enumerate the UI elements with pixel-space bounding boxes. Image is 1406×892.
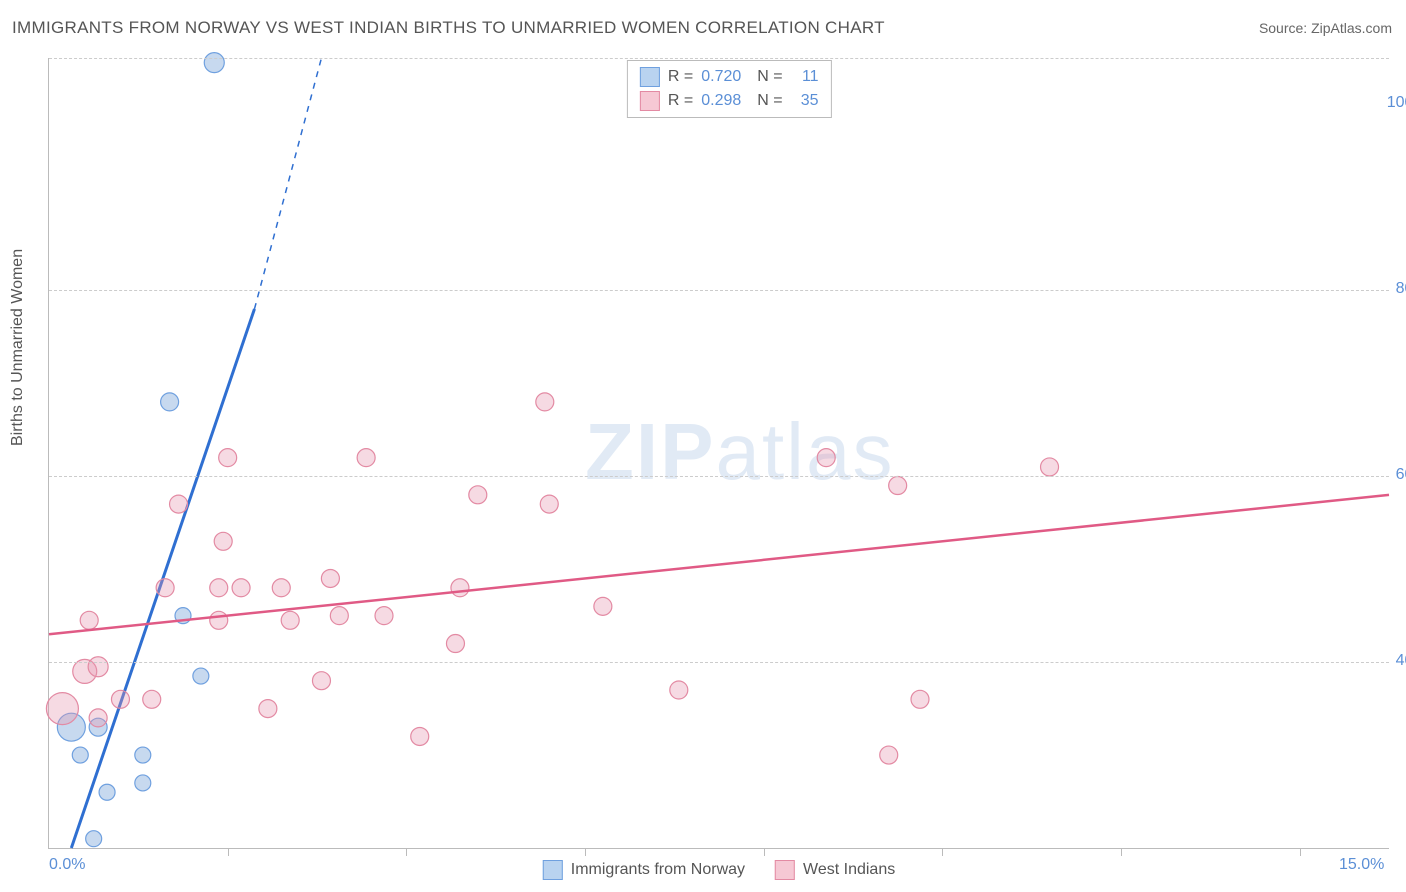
x-tick [1121,848,1122,856]
data-point-west_indians [357,449,375,467]
data-point-norway [204,53,224,73]
legend-item: West Indians [775,860,895,880]
legend-swatch [640,91,660,111]
gridline [49,58,1389,59]
data-point-norway [135,775,151,791]
data-point-west_indians [89,709,107,727]
y-axis-value: 100.0% [1387,94,1406,112]
data-point-west_indians [375,607,393,625]
x-tick [406,848,407,856]
data-point-norway [135,747,151,763]
legend-swatch [543,860,563,880]
data-point-west_indians [330,607,348,625]
legend-r-value: 0.720 [701,68,749,86]
trendline-norway-dashed [254,58,321,309]
data-point-west_indians [1041,458,1059,476]
legend-n-value: 35 [791,92,819,110]
trendline-west_indians [49,495,1389,634]
data-point-west_indians [80,611,98,629]
data-point-norway [193,668,209,684]
data-point-west_indians [540,495,558,513]
data-point-west_indians [281,611,299,629]
data-point-west_indians [451,579,469,597]
legend-r-label: R = [668,68,693,86]
legend-n-label: N = [757,92,782,110]
data-point-norway [161,393,179,411]
legend-label: Immigrants from Norway [571,861,745,879]
data-point-norway [72,747,88,763]
y-axis-label: Births to Unmarried Women [9,249,27,446]
legend-row: R = 0.298 N = 35 [640,89,819,113]
data-point-norway [86,831,102,847]
data-point-west_indians [170,495,188,513]
data-point-west_indians [272,579,290,597]
legend-swatch [640,67,660,87]
legend-r-label: R = [668,92,693,110]
chart-svg [49,58,1389,848]
data-point-west_indians [594,597,612,615]
data-point-west_indians [214,532,232,550]
series-legend: Immigrants from Norway West Indians [543,860,895,880]
data-point-west_indians [817,449,835,467]
data-point-west_indians [469,486,487,504]
data-point-west_indians [143,690,161,708]
data-point-west_indians [210,611,228,629]
legend-label: West Indians [803,861,895,879]
legend-n-label: N = [757,68,782,86]
legend-item: Immigrants from Norway [543,860,745,880]
data-point-west_indians [232,579,250,597]
x-tick [764,848,765,856]
data-point-west_indians [446,635,464,653]
y-axis-value: 80.0% [1396,280,1406,298]
data-point-west_indians [321,569,339,587]
data-point-west_indians [46,693,78,725]
source-label: Source: ZipAtlas.com [1259,20,1392,36]
legend-r-value: 0.298 [701,92,749,110]
data-point-west_indians [536,393,554,411]
data-point-west_indians [312,672,330,690]
data-point-west_indians [111,690,129,708]
legend-row: R = 0.720 N = 11 [640,65,819,89]
data-point-west_indians [889,477,907,495]
correlation-legend: R = 0.720 N = 11 R = 0.298 N = 35 [627,60,832,118]
gridline [49,662,1389,663]
data-point-west_indians [259,700,277,718]
y-axis-value: 40.0% [1396,652,1406,670]
y-axis-value: 60.0% [1396,466,1406,484]
data-point-west_indians [880,746,898,764]
data-point-west_indians [219,449,237,467]
x-tick [942,848,943,856]
data-point-west_indians [210,579,228,597]
data-point-west_indians [156,579,174,597]
data-point-west_indians [411,727,429,745]
chart-title: IMMIGRANTS FROM NORWAY VS WEST INDIAN BI… [12,18,885,38]
x-tick [585,848,586,856]
data-point-west_indians [670,681,688,699]
x-tick [228,848,229,856]
gridline [49,290,1389,291]
legend-n-value: 11 [791,68,819,86]
x-axis-value: 0.0% [49,856,85,874]
legend-swatch [775,860,795,880]
x-tick [1300,848,1301,856]
data-point-norway [99,784,115,800]
x-axis-value: 15.0% [1339,856,1384,874]
plot-area: ZIPatlas R =0.720N =11R =0.298N =35 Immi… [48,58,1389,849]
gridline [49,476,1389,477]
data-point-west_indians [88,657,108,677]
data-point-west_indians [911,690,929,708]
